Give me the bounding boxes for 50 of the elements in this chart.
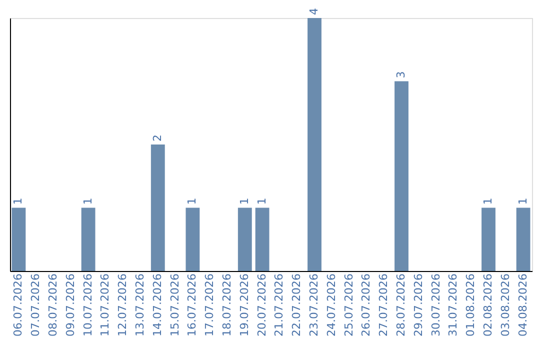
data-label: 1 [186,198,199,205]
x-tick-label: 03.08.2026 [498,274,512,336]
data-label: 1 [482,198,494,205]
x-tick-label: 02.08.2026 [482,274,494,336]
x-tick-label: 16.07.2026 [186,274,199,336]
x-tick-label: 09.07.2026 [64,274,77,336]
x-tick-label: 25.07.2026 [342,274,356,336]
bar [308,18,322,271]
x-tick-label: 11.07.2026 [98,274,112,336]
data-label: 2 [150,134,164,142]
bar [150,144,165,271]
x-tick-label: 15.07.2026 [168,274,182,336]
x-tick-label: 24.07.2026 [324,274,338,336]
bar [255,208,270,271]
bar [482,208,496,271]
x-tick-label: 22.07.2026 [290,274,304,336]
data-label: 4 [308,8,320,15]
x-tick-label: 08.07.2026 [46,274,60,336]
data-label: 1 [255,198,268,205]
x-tick-label: 06.07.2026 [12,274,25,336]
x-tick-label: 10.07.2026 [81,274,94,336]
x-tick-label: 27.07.2026 [377,274,390,336]
x-tick-label: 20.07.2026 [255,274,268,336]
x-tick-label: 31.07.2026 [446,274,460,336]
x-tick-label: 26.07.2026 [360,274,373,336]
bar [516,208,530,271]
bar [394,81,408,271]
x-tick-label: 30.07.2026 [429,274,442,336]
x-tick-label: 01.08.2026 [464,274,478,336]
x-tick-label: 21.07.2026 [272,274,286,336]
x-tick-label: 17.07.2026 [203,274,216,336]
bar [81,208,96,271]
x-tick-label: 13.07.2026 [134,274,146,336]
bar [12,208,26,271]
data-label: 1 [516,198,530,205]
bar [186,208,200,271]
data-label: 3 [394,71,408,78]
data-label: 1 [12,198,25,205]
x-tick-label: 12.07.2026 [116,274,130,336]
bar [238,208,252,271]
data-label: 1 [81,198,94,205]
x-tick-label: 07.07.2026 [29,274,42,336]
x-tick-label: 28.07.2026 [394,274,408,336]
x-tick-label: 14.07.2026 [150,274,164,336]
data-label: 1 [238,198,251,205]
x-tick-label: 18.07.2026 [220,274,234,336]
x-tick-label: 23.07.2026 [308,274,320,336]
x-tick-label: 29.07.2026 [412,274,425,336]
x-tick-label: 04.08.2026 [516,274,530,336]
x-tick-label: 19.07.2026 [238,274,251,336]
